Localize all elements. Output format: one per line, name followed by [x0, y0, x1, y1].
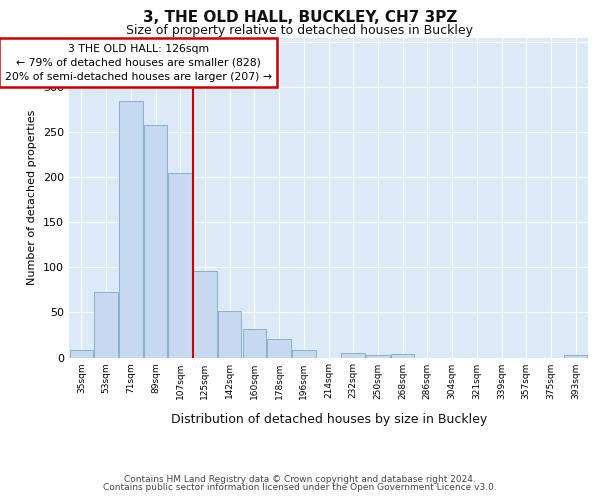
Bar [341, 353, 365, 358]
Text: 3 THE OLD HALL: 126sqm
← 79% of detached houses are smaller (828)
20% of semi-de: 3 THE OLD HALL: 126sqm ← 79% of detached… [5, 44, 272, 82]
Text: Size of property relative to detached houses in Buckley: Size of property relative to detached ho… [127, 24, 473, 37]
Bar [70, 350, 93, 358]
Bar [292, 350, 316, 358]
Bar [119, 100, 143, 358]
Bar [94, 292, 118, 358]
Bar [169, 172, 192, 358]
Text: 3, THE OLD HALL, BUCKLEY, CH7 3PZ: 3, THE OLD HALL, BUCKLEY, CH7 3PZ [143, 10, 457, 25]
Bar [193, 271, 217, 358]
Bar [218, 310, 241, 358]
Bar [564, 355, 587, 358]
Bar [144, 125, 167, 358]
Text: Contains HM Land Registry data © Crown copyright and database right 2024.: Contains HM Land Registry data © Crown c… [124, 475, 476, 484]
Bar [366, 355, 389, 358]
Bar [268, 340, 291, 357]
Bar [391, 354, 415, 358]
Text: Distribution of detached houses by size in Buckley: Distribution of detached houses by size … [170, 412, 487, 426]
Bar [242, 328, 266, 358]
Y-axis label: Number of detached properties: Number of detached properties [28, 110, 37, 285]
Text: Contains public sector information licensed under the Open Government Licence v3: Contains public sector information licen… [103, 483, 497, 492]
